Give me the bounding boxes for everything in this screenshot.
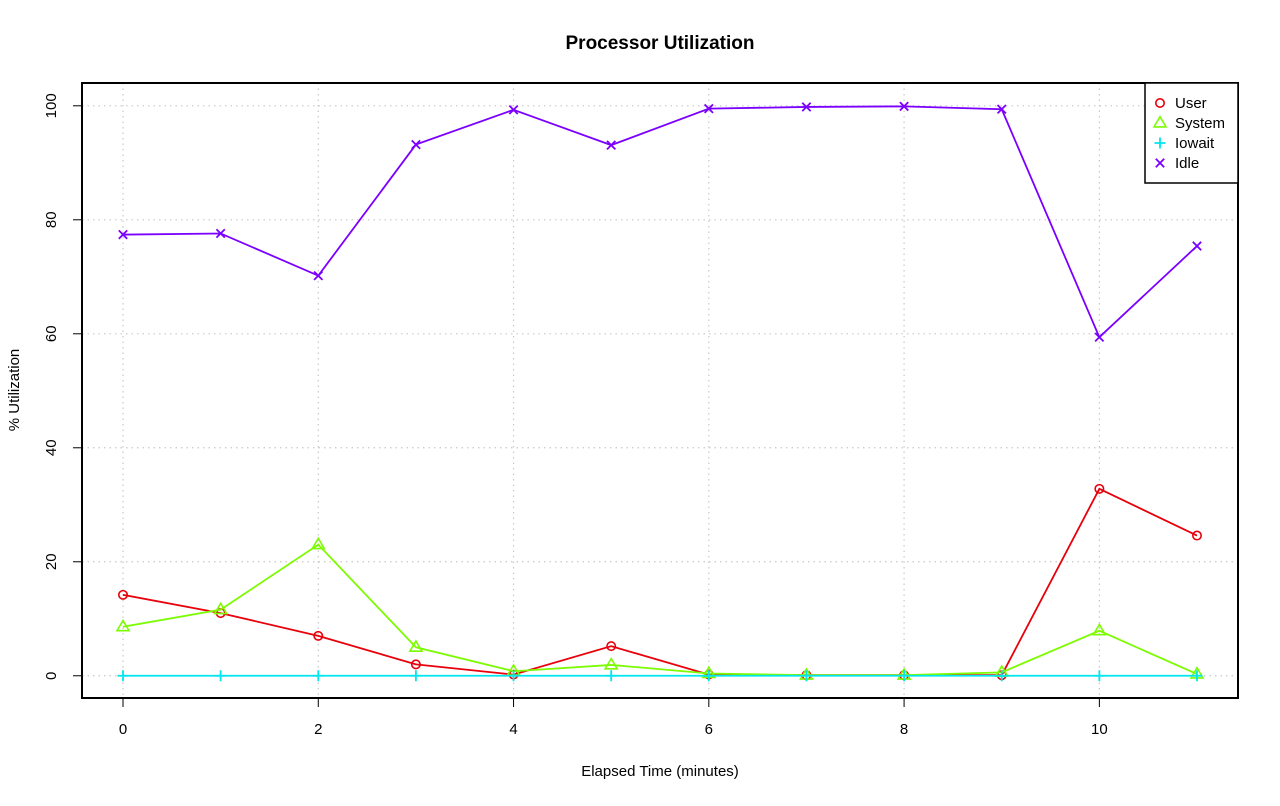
series-line-system — [122, 543, 1198, 677]
data-point-user — [410, 659, 421, 670]
legend: User System Iowait Idle — [1144, 82, 1239, 184]
y-tick-label: 20 — [43, 553, 60, 570]
data-point-iowait — [996, 670, 1008, 682]
series-user — [118, 483, 1202, 681]
data-point-system — [310, 536, 326, 550]
series-line-idle — [122, 105, 1198, 339]
y-tick-label: 80 — [43, 211, 60, 228]
y-tick-label: 100 — [43, 93, 60, 118]
legend-label-system: System — [1175, 115, 1225, 132]
data-point-idle — [703, 103, 714, 114]
data-point-system — [408, 639, 424, 652]
legend-marker-system — [1152, 115, 1168, 128]
data-point-user — [1094, 483, 1105, 494]
legend-marker-iowait — [1154, 137, 1166, 149]
data-point-iowait — [605, 670, 617, 682]
x-tick-label: 0 — [119, 721, 127, 738]
y-tick-label: 60 — [43, 325, 60, 342]
x-tick-label: 8 — [900, 721, 908, 738]
data-point-idle — [1192, 241, 1202, 251]
data-point-iowait — [508, 670, 520, 682]
data-point-iowait — [703, 670, 715, 682]
y-tick-label: 40 — [43, 439, 60, 456]
data-point-user — [606, 641, 617, 652]
data-point-iowait — [1191, 670, 1203, 682]
data-point-iowait — [215, 670, 227, 682]
series-idle — [118, 101, 1202, 343]
data-point-iowait — [117, 670, 129, 682]
x-tick-label: 4 — [509, 721, 517, 738]
grid-layer — [82, 83, 1238, 698]
data-point-system — [603, 657, 619, 670]
x-tick-label: 10 — [1091, 721, 1108, 738]
data-point-iowait — [800, 670, 812, 682]
chart-title: Processor Utilization — [566, 33, 755, 54]
data-point-user — [118, 589, 129, 600]
data-point-idle — [996, 104, 1007, 115]
x-axis-label: Elapsed Time (minutes) — [581, 763, 739, 780]
series-iowait — [117, 670, 1203, 682]
data-point-idle — [606, 140, 617, 150]
legend-label-iowait: Iowait — [1175, 135, 1215, 152]
data-point-idle — [313, 270, 324, 281]
plot-frame — [81, 82, 1239, 699]
x-tick-label: 6 — [705, 721, 713, 738]
legend-marker-idle — [1155, 158, 1165, 168]
data-point-idle — [411, 139, 421, 150]
legend-label-user: User — [1175, 95, 1207, 112]
data-point-system — [1091, 622, 1107, 636]
series-layer — [115, 101, 1205, 682]
data-point-system — [115, 618, 131, 632]
data-point-iowait — [312, 670, 324, 682]
data-point-idle — [508, 104, 519, 115]
legend-marker-user — [1155, 98, 1166, 109]
y-tick-label: 0 — [43, 672, 60, 680]
data-point-idle — [215, 228, 226, 239]
data-point-idle — [801, 102, 812, 112]
series-system — [115, 536, 1205, 680]
data-point-iowait — [898, 670, 910, 682]
data-point-system — [213, 601, 229, 615]
data-point-iowait — [1093, 670, 1105, 682]
x-tick-label: 2 — [314, 721, 322, 738]
data-point-user — [1191, 530, 1202, 541]
data-point-idle — [1094, 332, 1105, 343]
data-point-user — [313, 630, 324, 641]
legend-label-idle: Idle — [1175, 155, 1199, 172]
y-axis-label: % Utilization — [6, 349, 23, 432]
data-point-iowait — [410, 670, 422, 682]
legend-box — [1144, 82, 1239, 184]
series-line-user — [122, 487, 1198, 677]
data-point-idle — [118, 229, 128, 240]
data-point-idle — [899, 101, 909, 112]
